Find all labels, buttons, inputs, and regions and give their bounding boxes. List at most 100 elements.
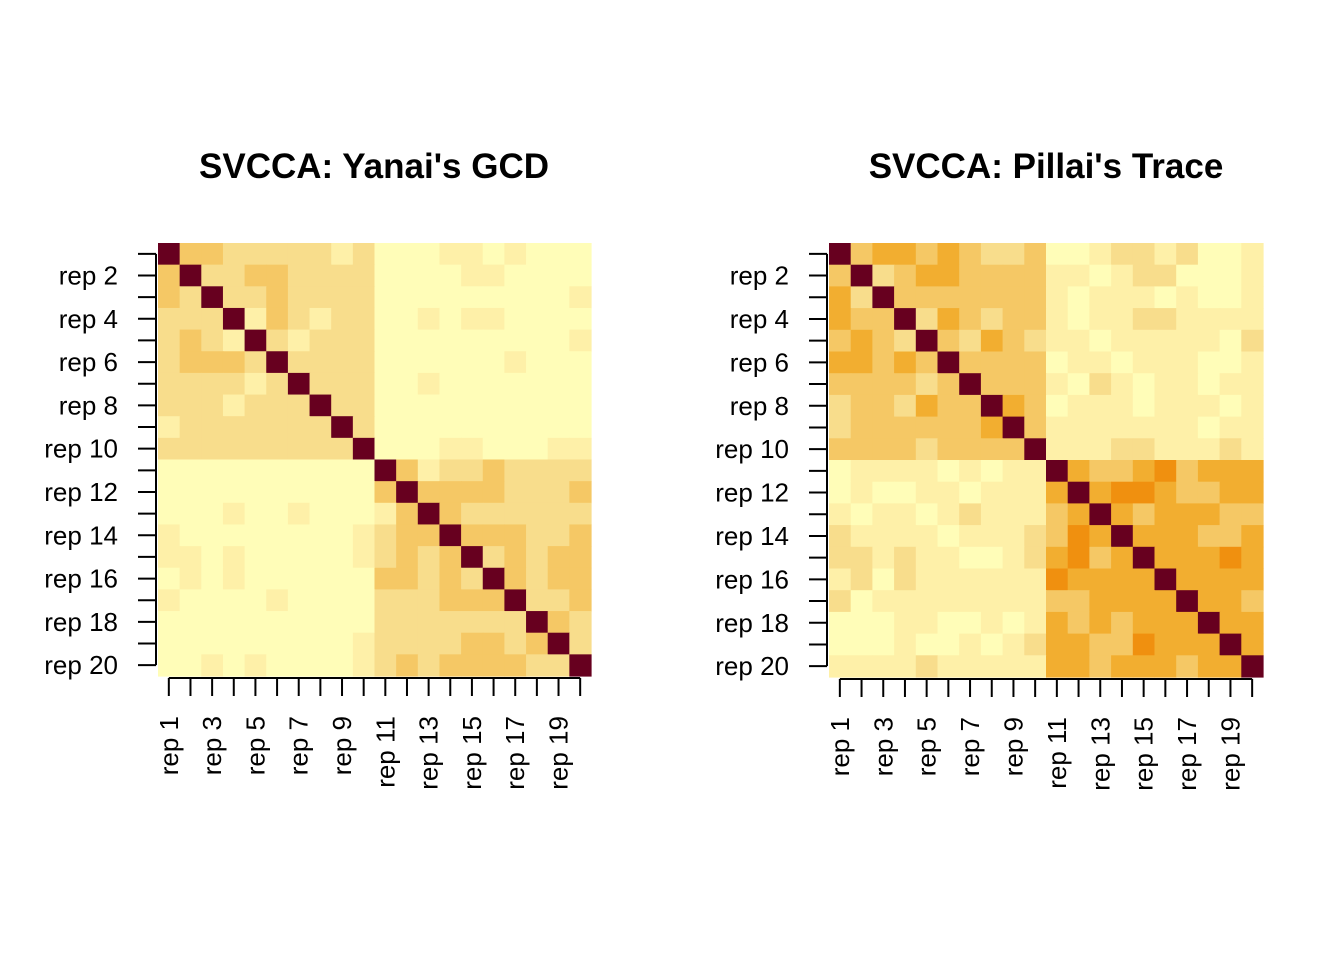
heatmap-cell: [1046, 243, 1069, 266]
heatmap-cell: [1111, 308, 1134, 331]
heatmap-cell: [915, 525, 939, 548]
heatmap-cell: [309, 502, 332, 526]
heatmap-cell: [417, 589, 441, 612]
heatmap-cell: [504, 372, 527, 396]
heatmap-cell: [1067, 351, 1090, 374]
heatmap-cell: [482, 654, 505, 677]
heatmap-cell: [547, 632, 570, 655]
heatmap-cell: [1154, 590, 1177, 613]
y-tick-label: rep 16: [44, 564, 118, 594]
heatmap-cell: [201, 351, 224, 374]
heatmap-cell: [1219, 438, 1242, 461]
heatmap-cell: [526, 243, 549, 266]
heatmap-cell: [1241, 503, 1264, 526]
heatmap-cell: [959, 264, 982, 287]
x-tick-label: rep 7: [284, 716, 314, 775]
heatmap-cell: [461, 307, 484, 331]
heatmap-cell: [1089, 394, 1112, 418]
heatmap-cell: [201, 459, 224, 482]
heatmap-cell: [1067, 438, 1090, 461]
heatmap-cell: [482, 524, 505, 547]
heatmap-cell: [894, 286, 917, 309]
heatmap-cell: [439, 502, 462, 526]
heatmap-cell: [309, 329, 332, 352]
heatmap-cell: [1046, 481, 1069, 504]
heatmap-cell: [569, 394, 592, 417]
heatmap-cell: [829, 264, 852, 287]
heatmap-cell: [482, 351, 505, 374]
heatmap-cell: [244, 459, 267, 482]
heatmap-cell: [526, 459, 549, 482]
heatmap-cell: [1154, 286, 1177, 309]
heatmap-cell: [1219, 633, 1242, 656]
heatmap-cell: [244, 481, 267, 504]
heatmap-cell: [309, 416, 332, 439]
heatmap-cell: [894, 416, 917, 439]
heatmap-cell: [1089, 546, 1112, 570]
heatmap-cell: [1046, 655, 1069, 678]
heatmap-cell: [569, 372, 592, 396]
heatmap-cell: [547, 567, 570, 590]
heatmap-cell: [1046, 503, 1069, 526]
heatmap-cell: [1046, 394, 1069, 418]
heatmap-cell: [439, 567, 462, 590]
heatmap-cell: [287, 394, 311, 417]
heatmap-cell: [287, 632, 311, 655]
heatmap-cell: [396, 481, 419, 504]
heatmap-cell: [526, 524, 549, 547]
heatmap-cell: [1219, 351, 1242, 374]
heatmap-cell: [1111, 394, 1134, 418]
heatmap-cell: [915, 438, 939, 461]
heatmap-cell: [1111, 655, 1134, 678]
heatmap-cell: [1089, 438, 1112, 461]
heatmap-cell: [266, 524, 289, 547]
heatmap-cell: [872, 243, 895, 266]
heatmap-cell: [482, 502, 505, 526]
heatmap-cell: [352, 243, 376, 266]
heatmap-cell: [937, 416, 960, 439]
y-tick-label: rep 12: [44, 477, 118, 507]
heatmap-cell: [1241, 546, 1264, 570]
x-tick-label: rep 3: [197, 716, 227, 775]
heatmap-cell: [915, 481, 939, 504]
heatmap-cell: [352, 589, 376, 612]
heatmap-cell: [526, 307, 549, 331]
heatmap-cell: [1197, 611, 1221, 635]
heatmap-cell: [158, 546, 181, 569]
heatmap-cell: [1176, 329, 1199, 353]
heatmap-cell: [158, 611, 181, 634]
heatmap-cell: [1024, 503, 1047, 526]
heatmap-cell: [829, 503, 852, 526]
heatmap-cell: [894, 308, 917, 331]
heatmap-cell: [894, 655, 917, 678]
heatmap-cell: [1132, 394, 1156, 418]
heatmap-cell: [331, 546, 354, 569]
heatmap-cell: [1089, 611, 1112, 635]
heatmap-cell: [374, 372, 397, 396]
heatmap-cell: [201, 524, 224, 547]
heatmap-cell: [158, 307, 181, 331]
heatmap-cell: [396, 524, 419, 547]
heatmap-cell: [829, 351, 852, 374]
heatmap-cell: [504, 264, 527, 287]
heatmap-cell: [569, 351, 592, 374]
heatmap-cell: [222, 243, 246, 266]
y-tick-label: rep 4: [730, 304, 789, 334]
heatmap-cell: [244, 372, 267, 396]
heatmap-cell: [937, 568, 960, 591]
heatmap-cell: [1176, 460, 1199, 483]
heatmap-cell: [850, 243, 873, 266]
heatmap-cell: [461, 459, 484, 482]
heatmap-cell: [959, 308, 982, 331]
heatmap-cell: [1219, 329, 1242, 353]
heatmap-cell: [1241, 633, 1264, 656]
heatmap-cell: [158, 524, 181, 547]
chart-title: SVCCA: Yanai's GCD: [199, 147, 549, 186]
heatmap-cell: [894, 329, 917, 353]
heatmap-cell: [201, 481, 224, 504]
heatmap-cell: [1046, 351, 1069, 374]
heatmap-cell: [547, 329, 570, 352]
heatmap-cell: [959, 568, 982, 591]
heatmap-cell: [266, 394, 289, 417]
